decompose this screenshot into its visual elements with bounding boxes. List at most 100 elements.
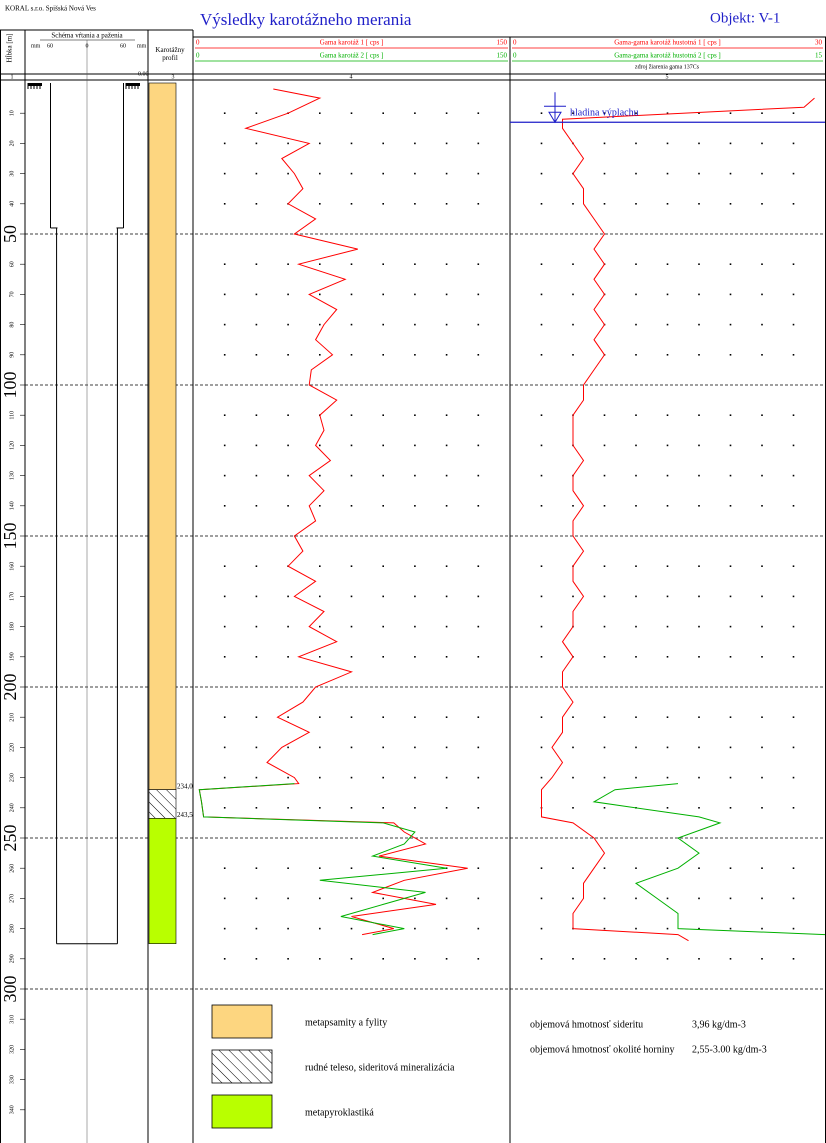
grid-dot xyxy=(414,474,416,477)
grid-dot xyxy=(350,927,353,930)
object: Objekt: V-1 xyxy=(710,10,780,26)
grid-dot xyxy=(572,746,574,749)
grid-dot xyxy=(540,656,543,658)
grid-dot xyxy=(572,293,574,296)
grid-dot xyxy=(255,112,258,114)
grid-dot xyxy=(603,203,606,205)
grid-dot xyxy=(255,354,258,356)
grid-dot xyxy=(603,716,606,718)
grid-dot xyxy=(729,203,732,205)
grid-dot xyxy=(350,505,353,507)
grid-dot xyxy=(635,505,637,507)
grid-dot xyxy=(666,595,669,598)
grid-dot xyxy=(319,112,321,114)
grid-dot xyxy=(350,746,353,749)
y-major-label: 150 xyxy=(0,523,20,550)
grid-dot xyxy=(223,414,226,416)
column-number: 1 xyxy=(11,74,14,80)
grid-dot xyxy=(540,867,543,869)
grid-dot xyxy=(698,444,700,447)
grid-dot xyxy=(414,625,416,628)
grid-dot xyxy=(572,203,574,205)
grid-dot xyxy=(287,927,289,930)
schema-scale-label: mm xyxy=(31,43,41,49)
profile-layer xyxy=(148,82,177,790)
grid-dot xyxy=(761,172,763,175)
grid-dot xyxy=(603,958,606,960)
grid-dot xyxy=(698,142,700,145)
grid-dot xyxy=(572,897,574,900)
grid-dot xyxy=(540,927,543,930)
grid-dot xyxy=(287,293,289,296)
grid-dot xyxy=(666,505,669,507)
legend-swatch xyxy=(211,1094,273,1129)
grid-dot xyxy=(223,595,226,598)
grid-dot xyxy=(729,746,732,749)
column-number: 5 xyxy=(666,74,669,80)
grid-dot xyxy=(540,474,543,477)
grid-dot xyxy=(761,444,763,447)
grid-dot xyxy=(698,958,700,960)
grid-dot xyxy=(603,474,606,477)
grid-dot xyxy=(761,927,763,930)
grid-dot xyxy=(666,867,669,869)
grid-dot xyxy=(255,323,258,326)
grid-dot xyxy=(255,203,258,205)
grid-dot xyxy=(477,414,480,416)
grid-dot xyxy=(319,474,321,477)
grid-dot xyxy=(287,716,289,718)
grid-dot xyxy=(255,776,258,779)
grid-dot xyxy=(350,142,353,145)
legend-swatch xyxy=(211,1049,273,1084)
y-tick-label: 40 xyxy=(9,201,15,207)
grid-dot xyxy=(477,867,480,869)
grid-dot xyxy=(319,142,321,145)
grid-dot xyxy=(729,776,732,779)
grid-dot xyxy=(792,172,795,175)
y-tick-label: 170 xyxy=(9,592,15,601)
grid-dot xyxy=(666,807,669,809)
y-tick-label: 60 xyxy=(9,261,15,267)
grid-dot xyxy=(319,595,321,598)
grid-dot xyxy=(445,172,448,175)
grid-dot xyxy=(540,203,543,205)
grid-dot xyxy=(287,263,289,265)
grid-dot xyxy=(382,927,384,930)
grid-dot xyxy=(698,414,700,416)
grid-dot xyxy=(445,595,448,598)
grid-dot xyxy=(382,625,384,628)
grid-dot xyxy=(382,505,384,507)
grid-dot xyxy=(223,867,226,869)
grid-dot xyxy=(477,172,480,175)
grid-dot xyxy=(698,203,700,205)
grid-dot xyxy=(477,263,480,265)
grid-dot xyxy=(414,716,416,718)
grid-dot xyxy=(477,625,480,628)
grid-dot xyxy=(698,505,700,507)
grid-dot xyxy=(792,716,795,718)
grid-dot xyxy=(761,112,763,114)
grid-dot xyxy=(287,807,289,809)
y-tick-label: 30 xyxy=(9,171,15,177)
grid-dot xyxy=(666,414,669,416)
y-tick-label: 190 xyxy=(9,652,15,661)
grid-dot xyxy=(540,172,543,175)
grid-dot xyxy=(792,293,795,296)
grid-dot xyxy=(540,263,543,265)
series-name: Gama-gama karotáž hustotná 1 [ cps ] xyxy=(614,39,721,47)
grid-dot xyxy=(223,263,226,265)
grid-dot xyxy=(350,897,353,900)
series-max: 15 xyxy=(815,52,823,60)
y-axis-label: Hĺbka [m] xyxy=(6,34,14,63)
grid-dot xyxy=(698,807,700,809)
grid-dot xyxy=(761,958,763,960)
series-min: 0 xyxy=(513,52,517,60)
grid-dot xyxy=(572,776,574,779)
grid-dot xyxy=(382,867,384,869)
y-tick-label: 240 xyxy=(9,803,15,812)
grid-dot xyxy=(319,776,321,779)
water-level-label: hladina výplachu xyxy=(570,108,639,119)
y-major-label: 100 xyxy=(0,372,20,399)
grid-dot xyxy=(540,746,543,749)
grid-dot xyxy=(698,293,700,296)
